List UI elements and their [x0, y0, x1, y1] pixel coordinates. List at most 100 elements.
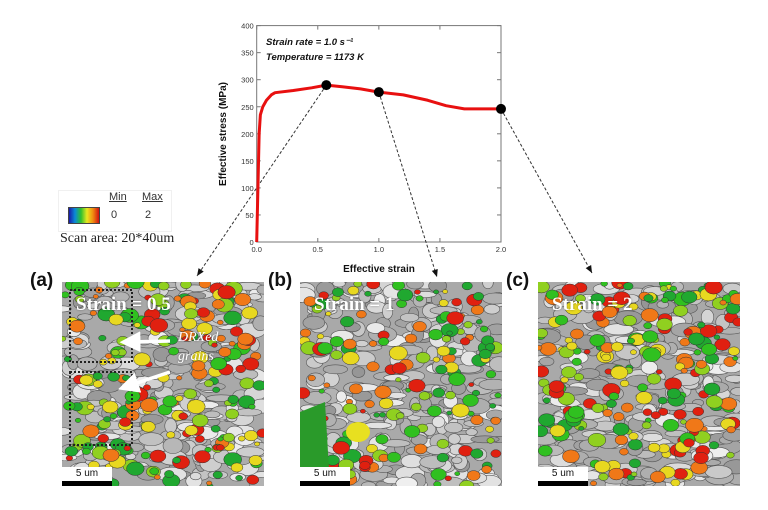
- drx-grain: [594, 460, 611, 473]
- drx-grain: [63, 356, 72, 363]
- drx-grain: [705, 395, 723, 409]
- matrix-grain: [483, 303, 501, 315]
- drx-grain: [212, 470, 223, 479]
- drx-grain: [485, 370, 497, 379]
- drx-grain: [133, 352, 151, 366]
- drx-grain: [374, 385, 392, 399]
- y-tick-label: 350: [241, 49, 254, 58]
- drx-grain: [433, 481, 442, 486]
- drx-grain: [403, 425, 421, 438]
- drx-grain: [73, 337, 83, 345]
- matrix-grain: [431, 415, 446, 428]
- drx-grain: [655, 369, 663, 375]
- drx-grain: [392, 282, 405, 291]
- drx-grain: [703, 382, 721, 396]
- drx-grain: [366, 361, 380, 372]
- drx-grain: [172, 456, 181, 464]
- drx-grain: [600, 282, 608, 287]
- drx-grain: [635, 391, 653, 405]
- drx-grain: [186, 399, 206, 414]
- drx-grain: [642, 347, 661, 362]
- drx-grain: [210, 425, 221, 433]
- drx-grain: [415, 295, 424, 302]
- drx-grain: [64, 446, 79, 457]
- matrix-grain: [730, 387, 740, 396]
- drx-grain: [173, 295, 182, 302]
- drx-grain: [396, 288, 414, 302]
- matrix-grain: [162, 437, 184, 454]
- x-tick-label: 1.0: [374, 245, 384, 254]
- drx-grain: [643, 322, 653, 330]
- drx-grain: [489, 403, 497, 409]
- micrograph-b: Strain = 1 5 um: [300, 282, 502, 486]
- drx-grain: [433, 289, 440, 295]
- drx-grain: [149, 318, 169, 333]
- drx-grain: [719, 299, 727, 306]
- panel-c-label: (c): [506, 270, 530, 291]
- drx-grain: [642, 408, 653, 416]
- matrix-grain: [62, 427, 72, 436]
- drx-grain: [459, 480, 475, 486]
- drx-grain: [366, 282, 381, 290]
- drx-grain: [158, 282, 170, 291]
- matrix-grain: [366, 322, 386, 334]
- matrix-grain: [204, 410, 221, 419]
- drx-grain: [237, 332, 254, 346]
- drx-grain: [538, 445, 553, 457]
- drx-grain: [98, 335, 107, 342]
- drx-grain: [223, 310, 242, 326]
- legend-max-value: 2: [145, 209, 152, 221]
- drx-grain: [481, 465, 492, 474]
- drx-grain: [441, 335, 451, 343]
- matrix-grain: [400, 312, 420, 323]
- y-tick-label: 100: [241, 184, 254, 193]
- drx-grain: [621, 402, 634, 413]
- drx-grain: [728, 346, 740, 356]
- drx-grain: [673, 409, 687, 420]
- drx-grain: [248, 403, 256, 410]
- marker-point: [496, 103, 506, 114]
- drx-grain: [468, 382, 475, 387]
- matrix-grain: [470, 435, 500, 444]
- drx-grain: [154, 474, 161, 480]
- drx-grain: [656, 318, 673, 331]
- matrix-grain: [724, 374, 740, 383]
- marker-point: [321, 80, 332, 91]
- drx-grain: [389, 345, 408, 361]
- matrix-grain: [640, 360, 658, 375]
- drx-grain: [180, 282, 192, 289]
- drx-grain: [669, 285, 677, 292]
- drx-grain: [566, 341, 578, 351]
- drx-grain: [318, 388, 325, 394]
- drx-grain: [642, 330, 659, 343]
- drx-grain: [613, 291, 631, 305]
- drx-grain: [325, 311, 332, 317]
- drx-grain: [149, 467, 160, 475]
- drx-grain: [343, 338, 357, 350]
- legend-min-value: 0: [111, 209, 118, 221]
- drx-grain: [466, 470, 481, 481]
- matrix-grain: [451, 456, 463, 464]
- drx-grain: [102, 400, 119, 414]
- drx-grain: [628, 302, 639, 311]
- drx-grain: [619, 448, 629, 456]
- drx-grain: [184, 425, 199, 436]
- drx-grain: [162, 395, 178, 408]
- drx-grain: [685, 418, 704, 433]
- scale-bar-a: 5 um: [62, 467, 112, 486]
- drx-grain: [554, 314, 569, 326]
- drx-grain: [657, 396, 668, 405]
- drx-grain: [166, 335, 178, 345]
- drx-grain: [94, 286, 104, 294]
- drx-grain: [436, 345, 451, 357]
- drx-grain: [373, 412, 380, 418]
- matrix-grain: [465, 428, 478, 436]
- matrix-grain: [482, 292, 502, 305]
- drx-grain: [475, 319, 483, 325]
- drx-grain: [640, 308, 659, 323]
- drx-grain: [573, 373, 584, 381]
- drx-grain: [578, 426, 585, 431]
- drx-grain: [102, 448, 120, 462]
- drx-grain: [191, 414, 209, 427]
- matrix-grain: [400, 454, 423, 469]
